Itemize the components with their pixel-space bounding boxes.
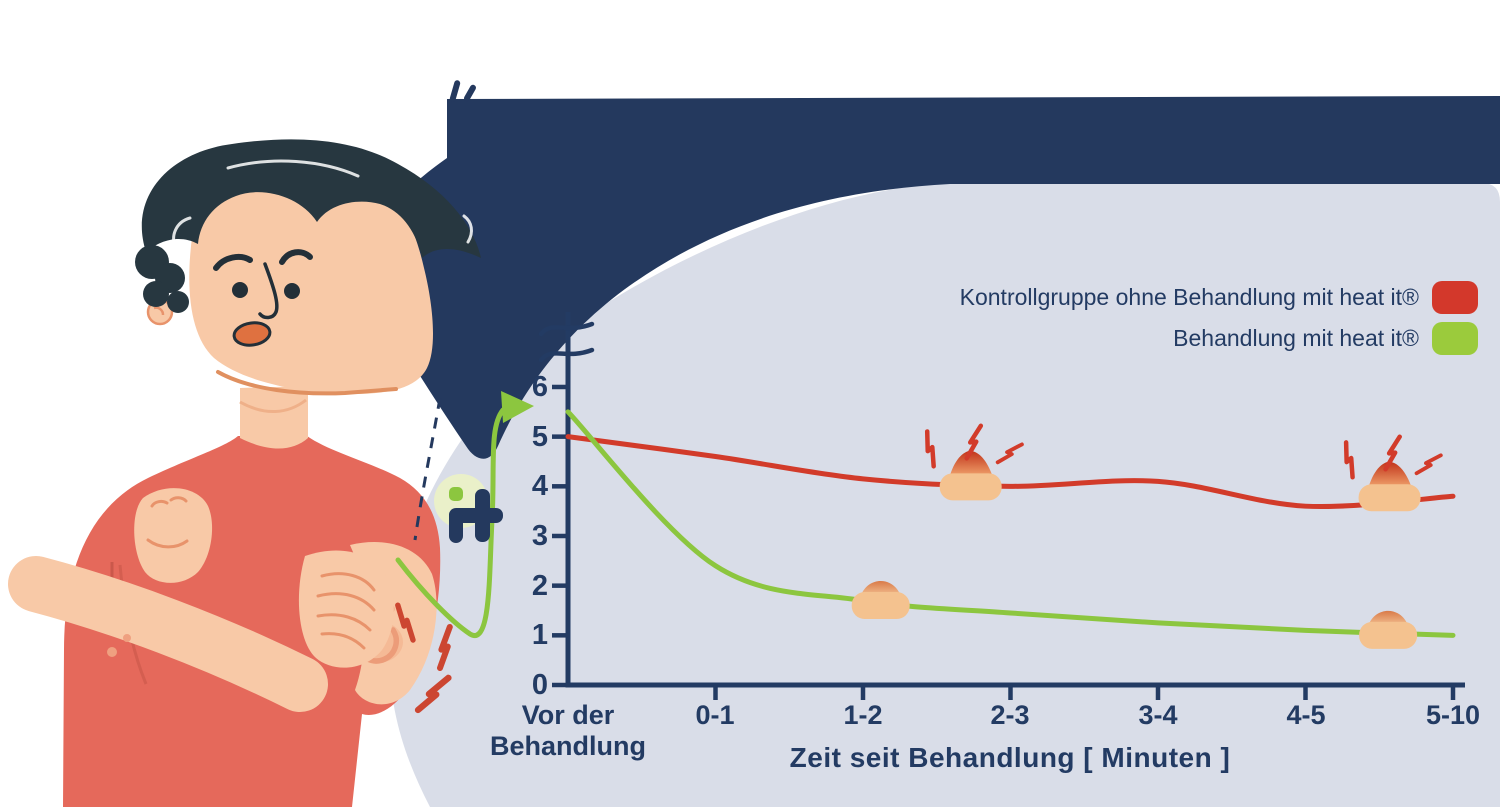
control-series-line	[565, 434, 1456, 510]
fist-knuckle-lines	[146, 496, 189, 549]
worried-eyebrows	[213, 249, 313, 271]
open-mouth	[232, 321, 272, 347]
treated-bite-marker	[1359, 610, 1418, 649]
person-neck	[240, 386, 308, 449]
x-tick-label: 4-5	[1286, 700, 1326, 730]
person-hair	[141, 139, 482, 258]
crossed-forearm	[8, 556, 328, 712]
y-tick-label: 5	[531, 421, 548, 453]
scratching-hand	[298, 550, 394, 668]
dashed-connector-line	[413, 397, 442, 541]
itch-lightning-icon	[964, 423, 984, 461]
legend-item-treatment: Behandlung mit heat it®	[1173, 322, 1478, 355]
inflamed-bite-marker	[924, 423, 1024, 501]
y-tick-label: 0	[531, 669, 548, 701]
legend-item-control: Kontrollgruppe ohne Behandlung mit heat …	[960, 281, 1478, 314]
legend-label-control: Kontrollgruppe ohne Behandlung mit heat …	[959, 284, 1419, 310]
inflamed-bite-marker	[1343, 434, 1443, 512]
y-tick-label: 2	[531, 570, 548, 602]
itch-lightning-icon	[924, 429, 936, 469]
x-tick-label: 5-10	[1425, 700, 1481, 730]
itch-lightning-icon	[1383, 434, 1402, 472]
hair-shine-lines	[172, 159, 473, 250]
x-tick-label: 3-4	[1138, 700, 1178, 730]
y-tick-label: 1	[531, 619, 548, 651]
header-navy-band	[348, 96, 1500, 459]
legend-label-treatment: Behandlung mit heat it®	[1173, 325, 1419, 351]
treatment-series-line	[565, 409, 1456, 638]
legend-swatch-green	[1432, 322, 1478, 355]
x-origin-line2: Behandlung	[490, 731, 646, 761]
x-origin-label: Vor der Behandlung	[490, 700, 646, 762]
itch-lightning-icon	[1414, 453, 1443, 476]
bite-markers	[851, 423, 1443, 649]
y-tick-label: 3	[531, 520, 548, 552]
finger-lines	[316, 572, 376, 650]
header-edge-ticks	[449, 80, 476, 102]
x-axis-title: Zeit seit Behandlung [ Minuten ]	[789, 742, 1231, 773]
x-tick-label: 1-2	[843, 700, 883, 730]
green-arrowhead-icon	[501, 391, 534, 423]
nose-line	[258, 262, 279, 320]
y-tick-label: 6	[531, 371, 548, 403]
freckle	[123, 634, 131, 642]
itch-lightning-icon	[1343, 440, 1355, 480]
fist-hand	[134, 488, 213, 583]
ear-inner-line	[153, 306, 165, 316]
eye-right	[284, 283, 300, 299]
heat-it-logo-icon	[434, 474, 503, 543]
itch-lightning-icons	[395, 602, 453, 714]
eye-left	[232, 282, 248, 298]
legend-swatch-red	[1432, 281, 1478, 314]
freckle	[107, 647, 117, 657]
axis-ticks	[552, 384, 1456, 700]
green-swoosh-arrow	[395, 407, 506, 638]
x-tick-label: 0-1	[695, 700, 735, 730]
line-chart	[538, 312, 1465, 700]
neck-shadow	[239, 398, 307, 414]
axis-break-icon	[538, 321, 595, 363]
itchy-person-illustration	[8, 139, 482, 807]
treated-bite-marker	[851, 581, 910, 620]
x-origin-line1: Vor der	[521, 700, 615, 730]
jaw-line	[216, 370, 398, 396]
itch-lightning-icon	[995, 442, 1024, 465]
x-tick-label: 2-3	[990, 700, 1030, 730]
hair-curls	[135, 245, 189, 313]
y-tick-label: 4	[531, 470, 548, 502]
